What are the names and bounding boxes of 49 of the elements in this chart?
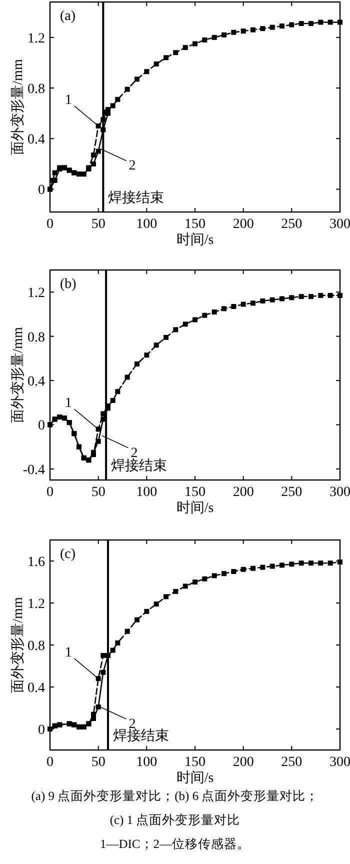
x-tick-label: 50 — [91, 755, 106, 770]
y-tick-label: 0 — [38, 723, 45, 738]
x-tick-label: 50 — [91, 217, 106, 232]
annotation: 1 — [64, 92, 72, 108]
text: (c) 1 点面外变形量对比 — [110, 813, 240, 827]
y-tick-label: 0.4 — [28, 681, 45, 696]
x-tick-label: 300 — [330, 755, 350, 770]
y-axis-title: 面外变形量/mm — [10, 597, 26, 693]
annotation: 1 — [64, 396, 72, 412]
y-tick-label: 0.8 — [28, 639, 45, 654]
y-tick-label: 1.6 — [28, 555, 45, 570]
ref-line-label: 焊接结束 — [108, 190, 164, 206]
x-tick-label: 100 — [136, 217, 158, 232]
y-tick-label: 0 — [38, 183, 45, 198]
x-tick-label: 200 — [232, 755, 254, 770]
y-axis-title: 面外变形量/mm — [10, 59, 26, 155]
text: (a) — [60, 9, 76, 24]
x-tick-label: 300 — [330, 485, 350, 500]
x-tick-label: 250 — [281, 217, 302, 232]
text: (c) — [60, 547, 76, 562]
y-tick-label: 0.8 — [28, 82, 45, 98]
y-tick-label: 0.4 — [28, 132, 45, 148]
x-tick-label: 250 — [281, 755, 302, 770]
annotation: 1 — [64, 646, 72, 661]
x-tick-label: 200 — [232, 217, 254, 232]
x-tick-label: 50 — [91, 485, 106, 500]
y-tick-label: 0.4 — [28, 374, 45, 390]
x-tick-label: 100 — [136, 755, 158, 770]
x-axis-title: 时间/s — [176, 232, 214, 248]
y-tick-label: 0.8 — [28, 330, 45, 346]
text: (a) 9 点面外变形量对比；(b) 6 点面外变形量对比； — [31, 789, 319, 803]
x-tick-label: 150 — [184, 755, 206, 770]
y-tick-label: 1.2 — [28, 286, 45, 302]
x-tick-label: 250 — [281, 485, 302, 500]
y-tick-label: 1.2 — [28, 597, 45, 612]
text: 1—DIC；2—位移传感器。 — [100, 837, 250, 851]
y-tick-label: 0 — [38, 418, 45, 434]
x-axis-title: 时间/s — [176, 500, 214, 516]
text: (b) — [60, 277, 77, 292]
y-tick-label: -0.4 — [22, 462, 45, 478]
x-tick-label: 150 — [184, 485, 206, 500]
x-axis-title: 时间/s — [176, 770, 214, 786]
x-tick-label: 200 — [232, 485, 254, 500]
x-tick-label: 300 — [330, 217, 350, 232]
x-tick-label: 100 — [136, 485, 158, 500]
x-tick-label: 150 — [184, 217, 206, 232]
annotation: 2 — [128, 158, 136, 174]
y-axis-title: 面外变形量/mm — [10, 327, 26, 423]
y-tick-label: 1.2 — [28, 31, 45, 46]
